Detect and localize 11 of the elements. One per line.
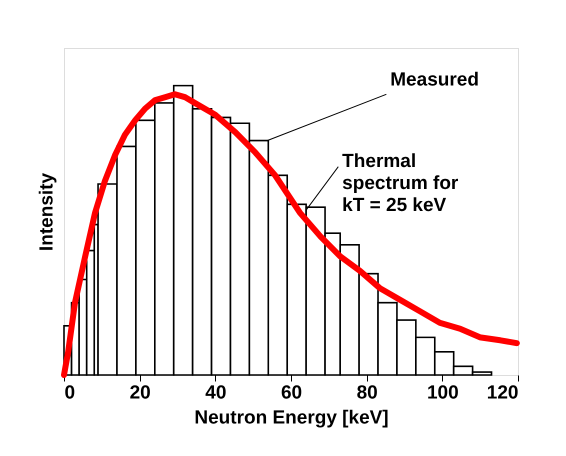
x-tick-label: 0 (64, 382, 76, 404)
x-tick-label: 20 (130, 382, 151, 404)
annotation: Measured (390, 69, 479, 90)
x-tick-label: 100 (426, 382, 459, 404)
x-tick-label: 60 (280, 382, 302, 404)
annotation: Thermal spectrum for kT = 25 keV (342, 150, 459, 216)
x-tick-label: 80 (356, 382, 378, 404)
x-tick-label: 40 (205, 382, 226, 404)
x-axis-title: Neutron Energy [keV] (194, 408, 389, 428)
y-axis-title: Intensity (36, 172, 58, 252)
x-tick-label: 120 (486, 382, 518, 404)
